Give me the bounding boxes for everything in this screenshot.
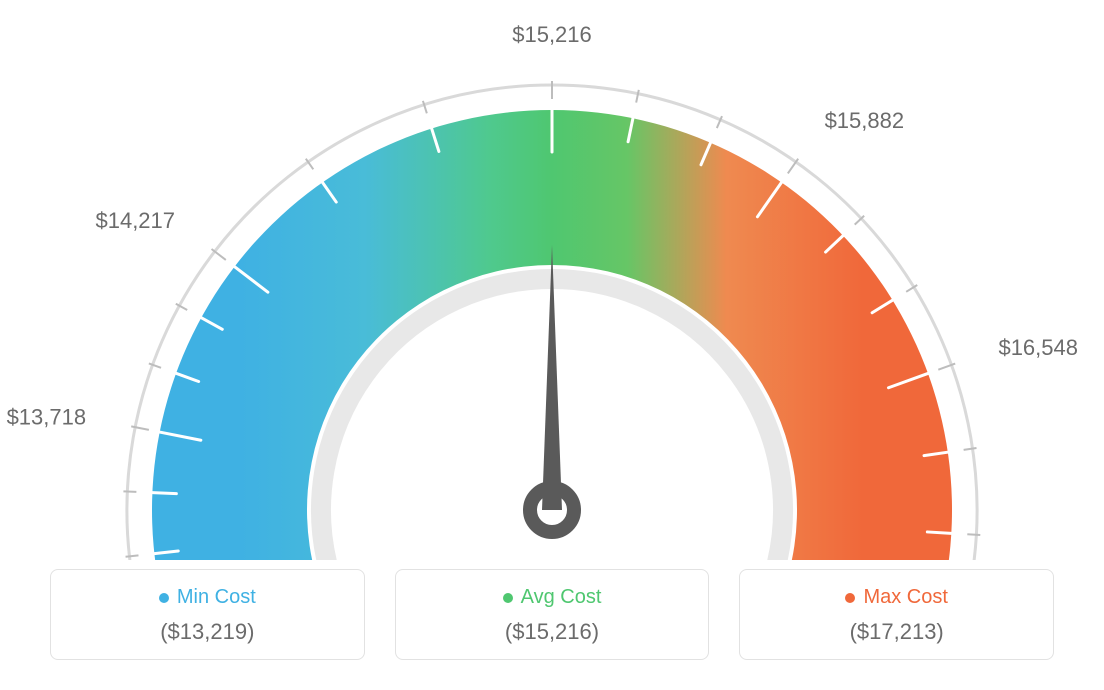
legend-title-min: Min Cost [159,586,256,609]
legend-title-max-text: Max Cost [863,586,947,609]
legend-title-max: Max Cost [845,586,947,609]
legend-title-min-text: Min Cost [177,586,256,609]
legend-row: Min Cost ($13,219) Avg Cost ($15,216) Ma… [50,569,1054,660]
dot-avg [503,593,513,603]
gauge-tick-label: $13,718 [7,404,87,429]
gauge-tick-label: $15,882 [825,108,905,133]
legend-value-max: ($17,213) [750,619,1043,645]
legend-card-avg: Avg Cost ($15,216) [395,569,710,660]
legend-value-min: ($13,219) [61,619,354,645]
legend-title-avg: Avg Cost [503,586,602,609]
legend-card-min: Min Cost ($13,219) [50,569,365,660]
gauge-svg: $13,219$13,718$14,217$15,216$15,882$16,5… [0,0,1104,560]
legend-title-avg-text: Avg Cost [521,586,602,609]
legend-card-max: Max Cost ($17,213) [739,569,1054,660]
gauge-tick-label: $16,548 [998,335,1078,360]
gauge-tick-label: $14,217 [95,208,175,233]
cost-gauge: $13,219$13,718$14,217$15,216$15,882$16,5… [0,0,1104,560]
dot-min [159,593,169,603]
dot-max [845,593,855,603]
legend-value-avg: ($15,216) [406,619,699,645]
gauge-tick-label: $15,216 [512,22,592,47]
